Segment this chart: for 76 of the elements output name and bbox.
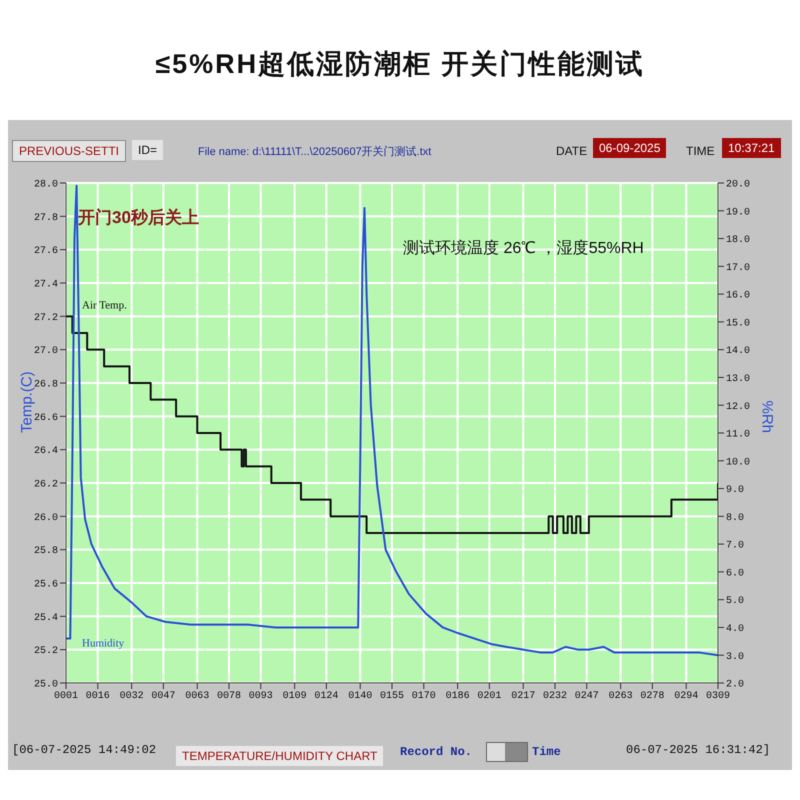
x-tick-label: 0155 — [380, 691, 404, 702]
chart-title: ≤5%RH超低湿防潮柜 开关门性能测试 — [154, 48, 646, 81]
y2-tick-label: 12.0 — [726, 402, 750, 413]
y-tick-label: 26.6 — [34, 412, 58, 424]
y2-tick-label: 14.0 — [726, 346, 750, 358]
x-tick-label: 0232 — [542, 691, 568, 702]
x-tick-label: 0201 — [477, 691, 502, 702]
y-tick-label: 25.8 — [34, 546, 58, 558]
x-tick-label: 0217 — [511, 691, 536, 702]
text: 06-07-2025 16:31:42] — [626, 743, 770, 757]
y2-tick-label: 11.0 — [726, 430, 750, 441]
y2-tick-label: 3.0 — [726, 652, 744, 663]
x-tick-label: 0170 — [412, 691, 436, 702]
y-tick-label: 26.8 — [34, 380, 58, 391]
x-tick-label: 0294 — [674, 691, 698, 702]
x-tick-label: 0109 — [282, 691, 307, 702]
y-tick-label: 25.4 — [34, 612, 58, 624]
y2-tick-label: 10.0 — [726, 457, 750, 468]
x-tick-label: 0078 — [216, 691, 242, 702]
series-label: Humidity — [82, 638, 125, 650]
x-tick-label: 0032 — [120, 691, 144, 702]
y-tick-label: 25.6 — [34, 580, 58, 591]
y2-tick-label: 6.0 — [726, 568, 744, 580]
text: TIME — [686, 144, 715, 158]
x-tick-label: 0063 — [185, 691, 210, 702]
y2-tick-label: 13.0 — [726, 374, 750, 385]
text: ID= — [132, 140, 164, 160]
text: PREVIOUS-SETTI — [12, 140, 126, 162]
y2-axis-title: %Rh — [758, 400, 776, 433]
x-tick-label: 0309 — [706, 691, 730, 702]
y2-tick-label: 2.0 — [726, 680, 744, 691]
y2-tick-label: 19.0 — [726, 207, 750, 218]
y-tick-label: 26.0 — [34, 512, 58, 524]
y2-tick-label: 9.0 — [726, 485, 744, 496]
x-tick-label: 0186 — [446, 691, 470, 702]
x-tick-label: 0001 — [54, 691, 78, 702]
x-tick-label: 0016 — [86, 691, 110, 702]
line-series — [66, 184, 718, 656]
y2-tick-label: 17.0 — [726, 262, 750, 274]
x-tick-label: 0047 — [151, 691, 176, 702]
y-tick-label: 28.0 — [34, 180, 58, 191]
y-tick-label: 27.6 — [34, 246, 58, 258]
text: File name: d:\11111\T...\20250607开关门测试.txt — [198, 144, 432, 159]
y-axis-title: Temp.(C) — [18, 371, 36, 433]
annotation: 开门30秒后关上 — [78, 207, 199, 229]
y2-tick-label: 7.0 — [726, 540, 744, 552]
y-tick-label: 26.4 — [34, 446, 58, 458]
text: TEMPERATURE/HUMIDITY CHART — [176, 746, 384, 766]
x-tick-label: 0263 — [608, 691, 633, 702]
y-tick-label: 26.2 — [34, 480, 58, 491]
x-tick-label: 0247 — [574, 691, 599, 702]
y2-tick-label: 4.0 — [726, 624, 744, 635]
text: [06-07-2025 14:49:02 — [12, 743, 156, 757]
y2-tick-label: 15.0 — [726, 318, 750, 330]
x-tick-label: 0140 — [348, 691, 372, 702]
y2-tick-label: 16.0 — [726, 290, 750, 302]
text: 06-09-2025 — [593, 138, 666, 158]
series-label: Air Temp. — [82, 299, 128, 312]
y2-tick-label: 18.0 — [726, 235, 750, 246]
y2-tick-label: 20.0 — [726, 180, 750, 191]
x-tick-label: 0093 — [248, 691, 273, 702]
y-tick-label: 27.2 — [34, 312, 58, 324]
x-tick-label: 0124 — [314, 691, 338, 702]
x-tick-label: 0278 — [640, 691, 664, 702]
y-tick-label: 25.2 — [34, 646, 58, 658]
y-tick-label: 25.0 — [34, 680, 58, 691]
y-tick-label: 27.0 — [34, 346, 58, 358]
y-tick-label: 27.8 — [34, 212, 58, 224]
annotation: 测试环境温度 26℃ ，湿度55%RH — [403, 238, 644, 259]
text: 10:37:21 — [722, 138, 781, 158]
y2-tick-label: 5.0 — [726, 596, 744, 608]
text: Time — [532, 745, 561, 759]
y-tick-label: 27.4 — [34, 280, 58, 291]
text: DATE — [556, 144, 588, 158]
text: Record No. — [400, 745, 472, 759]
y2-tick-label: 8.0 — [726, 512, 744, 524]
